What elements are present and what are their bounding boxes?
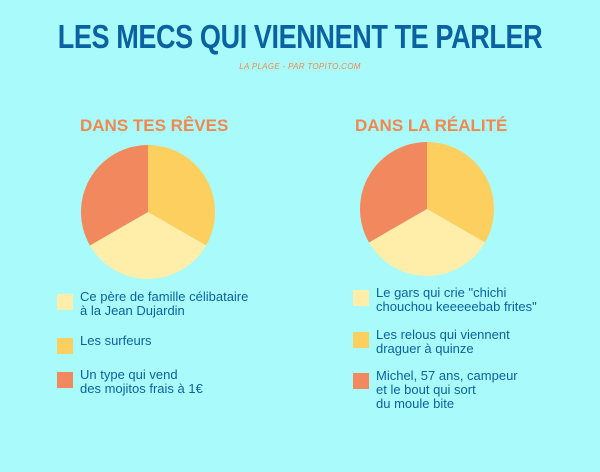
pie-slice: [368, 209, 486, 276]
page-title: LES MECS QUI VIENNENT TE PARLER: [57, 18, 543, 55]
legend-label: Les relous qui viennent draguer à quinze: [376, 327, 510, 356]
chart-title-right: DANS LA RÉALITÉ: [355, 116, 508, 135]
legend-label: Michel, 57 ans, campeur et le bout qui s…: [376, 368, 518, 411]
page-subtitle: LA PLAGE - PAR TOPITO.COM: [239, 62, 361, 71]
legend-item: Le gars qui crie "chichi chouchou keeeee…: [353, 286, 537, 314]
pie-slice: [89, 212, 207, 279]
legend-label: Un type qui vend des mojitos frais à 1€: [80, 367, 203, 396]
legend-swatch: [353, 332, 369, 348]
legend-item: Ce père de famille célibataire à la Jean…: [57, 290, 248, 318]
pie-slice: [427, 142, 494, 243]
chart-title-left: DANS TES RÊVES: [80, 116, 229, 135]
legend-swatch: [353, 373, 369, 389]
legend-swatch: [57, 372, 73, 388]
pie-slice: [81, 145, 148, 246]
legend-item: Les surfeurs: [57, 334, 152, 354]
pie-chart-right: [360, 142, 494, 276]
pie-slice: [360, 142, 427, 243]
legend-item: Les relous qui viennent draguer à quinze: [353, 328, 510, 356]
pie-chart-left: [81, 145, 215, 279]
legend-swatch: [57, 338, 73, 354]
legend-swatch: [353, 290, 369, 306]
legend-item: Un type qui vend des mojitos frais à 1€: [57, 368, 203, 396]
legend-label: Le gars qui crie "chichi chouchou keeeee…: [376, 285, 537, 314]
pie-slice: [148, 145, 215, 246]
legend-item: Michel, 57 ans, campeur et le bout qui s…: [353, 369, 518, 411]
legend-label: Les surfeurs: [80, 333, 152, 348]
legend-swatch: [57, 294, 73, 310]
legend-label: Ce père de famille célibataire à la Jean…: [80, 289, 249, 318]
